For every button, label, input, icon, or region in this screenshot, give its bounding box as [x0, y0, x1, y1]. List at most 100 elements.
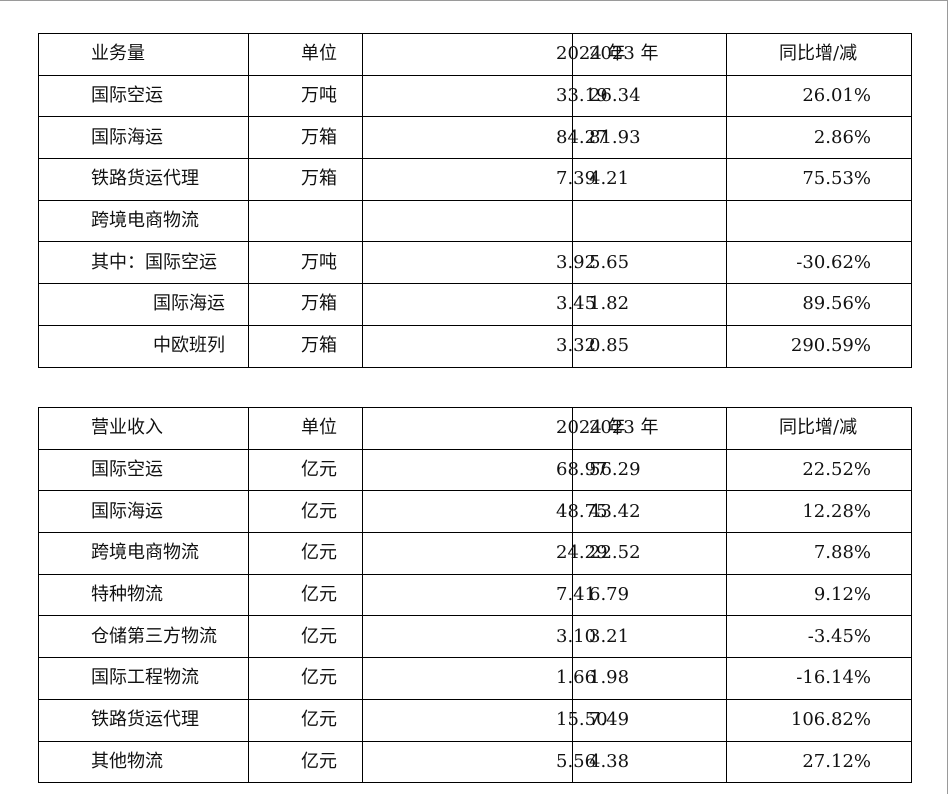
row-name: 铁路货运代理: [38, 158, 249, 201]
row-unit: 万箱: [248, 324, 363, 368]
page-border-top: [0, 0, 948, 1]
header-2023: 2023 年: [572, 33, 727, 76]
row-yoy-value: 22.52%: [726, 448, 912, 492]
row-name: 仓储第三方物流: [38, 615, 249, 659]
row-name: 铁路货运代理: [38, 698, 249, 742]
row-2023-value: 56.29: [572, 448, 727, 492]
row-2023-value: 6.79: [572, 573, 727, 617]
table-row: 其中：国际空运 万吨 3.92 5.65 -30.62%: [38, 241, 912, 285]
table-row: 国际海运 亿元 48.75 43.42 12.28%: [38, 490, 912, 534]
header-2024: 2024 年: [362, 407, 626, 450]
table-row: 铁路货运代理 亿元 15.50 7.49 106.82%: [38, 698, 912, 742]
row-unit: 亿元: [248, 490, 363, 534]
row-2023-value: 4.38: [572, 740, 727, 784]
row-2023-value: [572, 199, 727, 243]
table-row: 中欧班列 万箱 3.32 0.85 290.59%: [38, 324, 912, 368]
row-name: 国际海运: [38, 490, 249, 534]
header-yoy: 同比增/减: [726, 33, 912, 76]
row-2024-value: 3.45: [362, 283, 596, 326]
row-yoy-value: 12.28%: [726, 490, 912, 534]
row-unit: [248, 199, 363, 243]
row-name: 国际海运: [38, 283, 249, 326]
table-header-row: 业务量 单位 2024 年 2023 年 同比增/减: [38, 33, 912, 76]
row-yoy-value: -3.45%: [726, 615, 912, 659]
row-2024-value: 33.19: [362, 74, 608, 118]
row-2024-value: 7.39: [362, 158, 596, 201]
row-2024-value: [362, 199, 573, 243]
header-2024: 2024 年: [362, 33, 626, 76]
row-2023-value: 7.49: [572, 698, 727, 742]
operating-revenue-table: 营业收入 单位 2024 年 2023 年 同比增/减 国际空运 亿元 68.9…: [38, 407, 912, 784]
row-unit: 万箱: [248, 158, 363, 201]
table-row: 铁路货运代理 万箱 7.39 4.21 75.53%: [38, 158, 912, 201]
row-yoy-value: 2.86%: [726, 116, 912, 160]
row-2024-value: 7.41: [362, 573, 596, 617]
row-unit: 万箱: [248, 283, 363, 326]
row-unit: 亿元: [248, 698, 363, 742]
row-2023-value: 26.34: [572, 74, 727, 118]
table-row: 国际空运 万吨 33.19 26.34 26.01%: [38, 74, 912, 118]
row-yoy-value: 290.59%: [726, 324, 912, 368]
row-yoy-value: 26.01%: [726, 74, 912, 118]
row-2024-value: 3.10: [362, 615, 596, 659]
row-unit: 万吨: [248, 241, 363, 285]
table-row: 国际海运 万箱 3.45 1.82 89.56%: [38, 283, 912, 326]
row-2024-value: 48.75: [362, 490, 608, 534]
row-unit: 万箱: [248, 116, 363, 160]
row-name: 跨境电商物流: [38, 532, 249, 575]
row-2023-value: 5.65: [572, 241, 727, 285]
row-unit: 亿元: [248, 615, 363, 659]
table-row: 国际海运 万箱 84.27 81.93 2.86%: [38, 116, 912, 160]
row-2023-value: 4.21: [572, 158, 727, 201]
row-name: 中欧班列: [38, 324, 249, 368]
row-name: 国际空运: [38, 448, 249, 492]
row-2024-value: 84.27: [362, 116, 608, 160]
table-row: 特种物流 亿元 7.41 6.79 9.12%: [38, 573, 912, 617]
row-2023-value: 81.93: [572, 116, 727, 160]
row-yoy-value: -16.14%: [726, 657, 912, 700]
row-2023-value: 1.82: [572, 283, 727, 326]
table-row: 仓储第三方物流 亿元 3.10 3.21 -3.45%: [38, 615, 912, 659]
row-unit: 亿元: [248, 448, 363, 492]
row-unit: 亿元: [248, 573, 363, 617]
table-row: 国际空运 亿元 68.97 56.29 22.52%: [38, 448, 912, 492]
row-2024-value: 68.97: [362, 448, 608, 492]
row-2024-value: 15.50: [362, 698, 608, 742]
row-2024-value: 3.32: [362, 324, 596, 368]
row-2023-value: 1.98: [572, 657, 727, 700]
row-yoy-value: 106.82%: [726, 698, 912, 742]
row-name: 其中：国际空运: [38, 241, 249, 285]
row-2023-value: 43.42: [572, 490, 727, 534]
row-unit: 万吨: [248, 74, 363, 118]
table-row: 跨境电商物流: [38, 199, 912, 243]
row-yoy-value: 9.12%: [726, 573, 912, 617]
row-unit: 亿元: [248, 532, 363, 575]
row-name: 其他物流: [38, 740, 249, 784]
row-name: 跨境电商物流: [38, 199, 249, 243]
header-unit: 单位: [248, 33, 363, 76]
row-yoy-value: -30.62%: [726, 241, 912, 285]
row-2023-value: 22.52: [572, 532, 727, 575]
row-2024-value: 3.92: [362, 241, 596, 285]
row-2023-value: 3.21: [572, 615, 727, 659]
table-row: 国际工程物流 亿元 1.66 1.98 -16.14%: [38, 657, 912, 700]
row-unit: 亿元: [248, 740, 363, 784]
row-2024-value: 24.29: [362, 532, 608, 575]
header-unit: 单位: [248, 407, 363, 450]
row-name: 国际工程物流: [38, 657, 249, 700]
header-item: 业务量: [38, 33, 249, 76]
header-yoy: 同比增/减: [726, 407, 912, 450]
business-volume-table: 业务量 单位 2024 年 2023 年 同比增/减 国际空运 万吨 33.19…: [38, 33, 912, 368]
table-row: 其他物流 亿元 5.56 4.38 27.12%: [38, 740, 912, 784]
row-name: 国际空运: [38, 74, 249, 118]
row-yoy-value: 7.88%: [726, 532, 912, 575]
row-yoy-value: 27.12%: [726, 740, 912, 784]
header-2023: 2023 年: [572, 407, 727, 450]
row-name: 国际海运: [38, 116, 249, 160]
row-yoy-value: 89.56%: [726, 283, 912, 326]
row-yoy-value: [726, 199, 912, 243]
row-2024-value: 5.56: [362, 740, 596, 784]
table-row: 跨境电商物流 亿元 24.29 22.52 7.88%: [38, 532, 912, 575]
row-yoy-value: 75.53%: [726, 158, 912, 201]
row-2024-value: 1.66: [362, 657, 596, 700]
